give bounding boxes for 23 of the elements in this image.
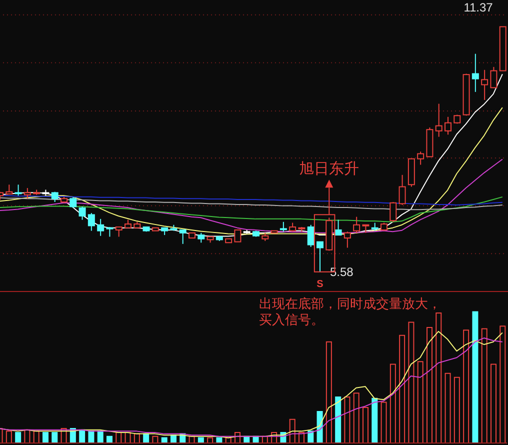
- bar: [216, 437, 223, 443]
- bar: [372, 398, 378, 443]
- bar: [162, 437, 168, 443]
- bar: [308, 430, 314, 443]
- candlestick: [98, 218, 105, 236]
- bar: [52, 432, 58, 443]
- text: 11.37: [464, 0, 494, 15]
- text: S: [316, 279, 324, 290]
- candlestick: [482, 69, 489, 100]
- candlestick: [436, 103, 443, 138]
- bar: [98, 430, 104, 443]
- bar: [88, 430, 95, 443]
- bar: [16, 432, 22, 443]
- bar: [336, 396, 342, 443]
- bar: [472, 311, 479, 443]
- bar: [198, 437, 204, 443]
- annotation: 出现在底部，同时成交量放大，买入信号。: [259, 296, 442, 328]
- bar: [106, 436, 113, 443]
- annotation: 5.58: [330, 264, 354, 279]
- bar: [42, 432, 49, 443]
- candlestick: [472, 53, 480, 92]
- annotation: 旭日东升: [299, 160, 360, 178]
- bar: [317, 410, 324, 443]
